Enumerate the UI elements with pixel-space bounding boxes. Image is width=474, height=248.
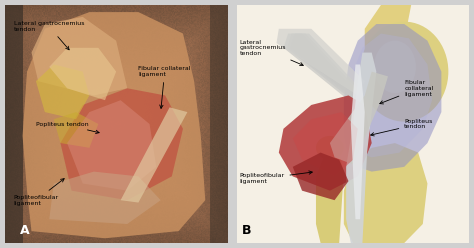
Text: Fibular collateral
ligament: Fibular collateral ligament: [138, 66, 191, 108]
Polygon shape: [353, 33, 432, 157]
Polygon shape: [316, 153, 344, 243]
Text: Popliteofibular
ligament: Popliteofibular ligament: [14, 179, 64, 206]
Polygon shape: [31, 17, 127, 95]
Polygon shape: [279, 95, 372, 191]
Text: Fibular
collateral
ligament: Fibular collateral ligament: [380, 80, 434, 104]
Polygon shape: [344, 143, 428, 243]
Polygon shape: [67, 100, 156, 191]
Text: Popliteus tendon: Popliteus tendon: [36, 122, 99, 133]
Polygon shape: [54, 112, 98, 148]
Ellipse shape: [360, 22, 448, 122]
Polygon shape: [60, 88, 183, 200]
Ellipse shape: [374, 41, 416, 93]
Polygon shape: [365, 5, 411, 64]
Text: Popliteus
tendon: Popliteus tendon: [371, 119, 433, 136]
Polygon shape: [293, 153, 348, 200]
Polygon shape: [283, 33, 353, 100]
Text: Lateral gastrocnemius
tendon: Lateral gastrocnemius tendon: [14, 21, 84, 50]
Polygon shape: [344, 24, 441, 172]
Polygon shape: [330, 72, 388, 164]
Polygon shape: [351, 64, 365, 219]
Polygon shape: [293, 112, 358, 176]
Ellipse shape: [316, 136, 344, 160]
Polygon shape: [346, 53, 376, 243]
Polygon shape: [120, 107, 187, 203]
Polygon shape: [36, 64, 90, 119]
Text: B: B: [242, 223, 251, 237]
Polygon shape: [5, 5, 23, 243]
Text: A: A: [20, 223, 30, 237]
Polygon shape: [291, 33, 360, 100]
Polygon shape: [210, 5, 228, 243]
Text: Popliteofibular
ligament: Popliteofibular ligament: [239, 171, 312, 184]
Text: Lateral
gastrocnemius
tendon: Lateral gastrocnemius tendon: [239, 39, 303, 66]
Polygon shape: [287, 33, 356, 100]
Polygon shape: [49, 172, 161, 224]
Polygon shape: [23, 12, 205, 238]
Polygon shape: [276, 29, 365, 95]
Polygon shape: [49, 48, 116, 100]
